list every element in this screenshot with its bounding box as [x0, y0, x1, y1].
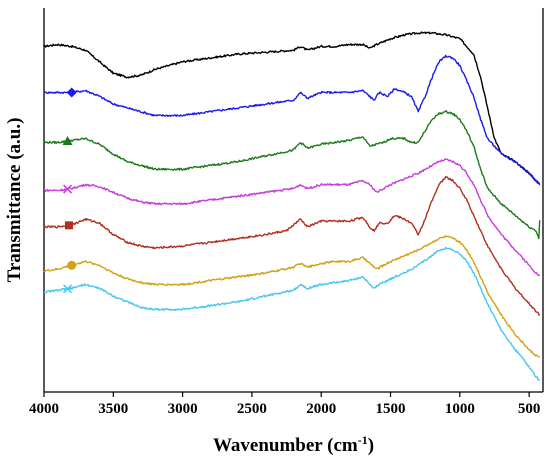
x-axis-title-sup: -1 — [358, 433, 368, 447]
marker-square — [64, 221, 73, 230]
series-line — [43, 110, 541, 240]
x-axis-title: Wavenumber (cm-1) — [213, 433, 374, 456]
marker-layer — [62, 87, 77, 294]
x-axis-title-main: Wavenumber (cm — [213, 435, 358, 456]
marker-diamond — [66, 87, 77, 98]
marker-triangle — [62, 136, 73, 146]
x-tick-label: 3500 — [98, 401, 128, 417]
y-axis-title: Transmittance (a.u.) — [4, 118, 25, 283]
marker-circle — [67, 260, 77, 270]
series-line — [43, 235, 541, 358]
series-line — [43, 175, 541, 316]
x-tick-label: 1500 — [376, 401, 406, 417]
x-tick-label: 500 — [518, 401, 541, 417]
marker-x — [63, 184, 73, 194]
series-line — [43, 54, 541, 186]
x-tick-label: 1000 — [445, 401, 475, 417]
series-line — [43, 158, 541, 277]
series-line — [43, 246, 541, 381]
x-tick-label: 2500 — [237, 401, 267, 417]
x-tick-label: 4000 — [29, 401, 59, 417]
x-axis-title-end: ) — [368, 435, 374, 456]
series-layer — [43, 31, 541, 381]
x-tick-label: 2000 — [306, 401, 336, 417]
x-ticks: 4000 3500 3000 2500 2000 1500 1000 500 — [29, 392, 540, 417]
marker-asterisk — [62, 284, 73, 294]
plot-frame — [43, 8, 544, 393]
series-line — [43, 31, 540, 185]
x-tick-label: 3000 — [168, 401, 198, 417]
